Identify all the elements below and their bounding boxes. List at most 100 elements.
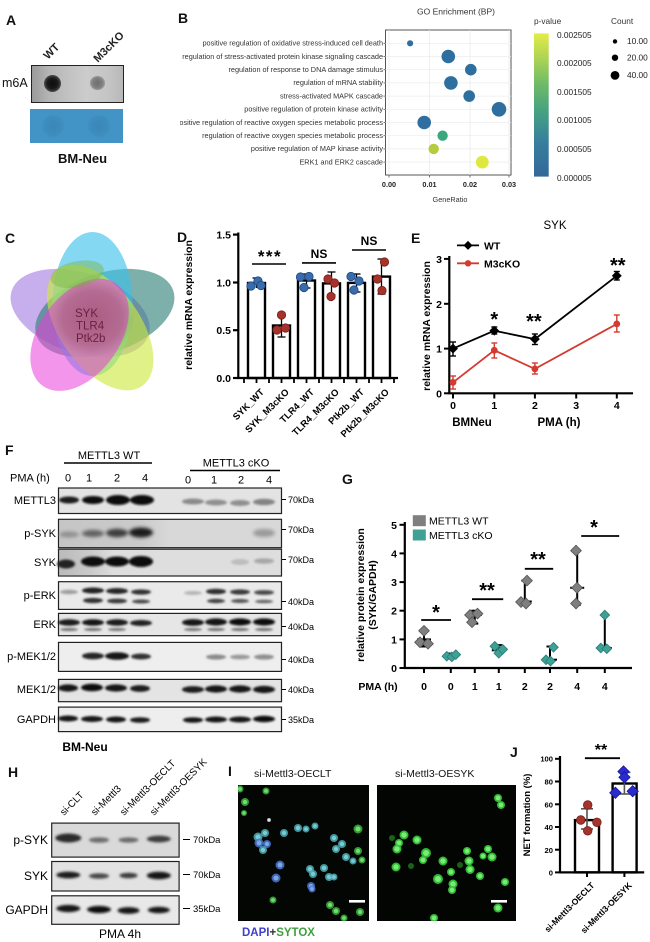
svg-text:GAPDH: GAPDH xyxy=(17,714,56,726)
svg-text:**: ** xyxy=(530,549,546,571)
svg-text:2: 2 xyxy=(522,681,528,693)
svg-text:0: 0 xyxy=(448,681,454,693)
svg-text:positive regulation of stress-: positive regulation of stress-activated … xyxy=(180,52,383,61)
svg-text:NS: NS xyxy=(361,234,378,248)
svg-text:70kDa: 70kDa xyxy=(288,555,314,565)
svg-text:1: 1 xyxy=(496,681,502,693)
svg-text:0: 0 xyxy=(450,400,456,412)
svg-text:80: 80 xyxy=(545,778,553,787)
svg-text:p-value: p-value xyxy=(534,16,562,26)
svg-text:0.001505: 0.001505 xyxy=(557,87,592,97)
svg-text:1: 1 xyxy=(472,681,478,693)
svg-text:0.000505: 0.000505 xyxy=(557,144,592,154)
svg-text:PMA (h): PMA (h) xyxy=(10,473,50,485)
svg-text:si-Mettl3: si-Mettl3 xyxy=(89,783,124,818)
svg-text:100: 100 xyxy=(540,755,553,764)
svg-text:0.00: 0.00 xyxy=(382,180,396,189)
svg-text:BMNeu: BMNeu xyxy=(452,417,492,429)
svg-text:60: 60 xyxy=(545,801,553,810)
svg-text:regulation of reactive oxygen: regulation of reactive oxygen species me… xyxy=(202,131,383,140)
svg-text:35kDa: 35kDa xyxy=(288,715,314,725)
svg-text:3: 3 xyxy=(391,577,397,589)
svg-text:p-SYK: p-SYK xyxy=(13,833,48,847)
svg-text:TLR4: TLR4 xyxy=(76,321,105,333)
svg-text:regulation of response to DNA: regulation of response to DNA damage sti… xyxy=(228,65,383,74)
svg-text:1: 1 xyxy=(86,473,92,485)
svg-text:SYK: SYK xyxy=(75,308,98,320)
svg-text:2: 2 xyxy=(238,475,244,487)
svg-text:PMA (h): PMA (h) xyxy=(537,417,580,429)
svg-text:40kDa: 40kDa xyxy=(288,597,314,607)
svg-text:regulation of mRNA stability: regulation of mRNA stability xyxy=(293,78,383,87)
svg-text:3: 3 xyxy=(573,400,579,412)
svg-text:**: ** xyxy=(595,742,608,759)
svg-text:0: 0 xyxy=(185,475,191,487)
svg-text:0.5: 0.5 xyxy=(216,325,231,337)
svg-text:0.02: 0.02 xyxy=(463,180,477,189)
svg-text:p-SYK: p-SYK xyxy=(24,528,56,540)
svg-text:positive regulation of protein: positive regulation of protein kinase ac… xyxy=(244,105,383,114)
svg-text:40kDa: 40kDa xyxy=(288,622,314,632)
svg-text:relative mRNA expression: relative mRNA expression xyxy=(183,240,195,370)
svg-text:2: 2 xyxy=(391,606,397,618)
svg-text:35kDa: 35kDa xyxy=(193,904,221,915)
svg-text:20: 20 xyxy=(545,846,553,855)
svg-text:Count: Count xyxy=(611,16,634,26)
svg-text:MEK1/2: MEK1/2 xyxy=(17,684,56,696)
svg-text:GeneRatio: GeneRatio xyxy=(433,195,468,204)
svg-text:70kDa: 70kDa xyxy=(193,870,221,881)
svg-text:0.002005: 0.002005 xyxy=(557,58,592,68)
svg-text:4: 4 xyxy=(602,681,608,693)
svg-text:PMA (h): PMA (h) xyxy=(358,681,397,693)
svg-text:2: 2 xyxy=(436,299,442,311)
svg-text:SYK: SYK xyxy=(34,557,57,569)
svg-text:20.00: 20.00 xyxy=(627,53,648,63)
svg-text:*: * xyxy=(432,602,440,624)
svg-text:M3cKO: M3cKO xyxy=(484,258,520,270)
svg-text:positive regulation of oxidati: positive regulation of oxidative stress-… xyxy=(203,39,384,48)
svg-text:***: *** xyxy=(258,247,282,266)
svg-text:1: 1 xyxy=(491,400,497,412)
svg-text:PMA 4h: PMA 4h xyxy=(99,927,141,941)
svg-text:1: 1 xyxy=(211,475,217,487)
svg-text:METTL3 cKO: METTL3 cKO xyxy=(203,458,270,470)
svg-text:0: 0 xyxy=(421,681,427,693)
svg-text:0.000005: 0.000005 xyxy=(557,173,592,183)
svg-text:NET formation (%): NET formation (%) xyxy=(522,774,533,857)
svg-text:relative mRNA expression: relative mRNA expression xyxy=(421,261,433,391)
svg-text:4: 4 xyxy=(614,400,620,412)
svg-text:ERK: ERK xyxy=(33,619,56,631)
svg-text:GO Enrichment (BP): GO Enrichment (BP) xyxy=(417,7,495,17)
svg-text:4: 4 xyxy=(266,475,272,487)
svg-text:positive regulation of MAP kin: positive regulation of MAP kinase activi… xyxy=(251,144,383,153)
svg-text:SYK: SYK xyxy=(24,869,48,883)
svg-text:70kDa: 70kDa xyxy=(288,495,314,505)
svg-text:10.00: 10.00 xyxy=(627,36,648,46)
svg-text:1: 1 xyxy=(391,634,397,646)
svg-text:*: * xyxy=(590,517,598,539)
svg-text:2: 2 xyxy=(114,473,120,485)
svg-text:4: 4 xyxy=(391,548,397,560)
svg-text:relative protein expression: relative protein expression xyxy=(355,528,367,662)
svg-text:0.03: 0.03 xyxy=(502,180,516,189)
svg-text:*: * xyxy=(490,309,498,331)
svg-text:stress-activated MAPK cascade: stress-activated MAPK cascade xyxy=(280,91,383,100)
svg-text:NS: NS xyxy=(311,247,328,261)
svg-text:si-CLT: si-CLT xyxy=(58,790,86,818)
svg-text:0.001005: 0.001005 xyxy=(557,115,592,125)
svg-text:GAPDH: GAPDH xyxy=(5,903,48,917)
svg-text:Ptk2b: Ptk2b xyxy=(76,333,105,345)
svg-text:0: 0 xyxy=(436,388,442,400)
svg-text:3: 3 xyxy=(436,254,442,266)
svg-text:70kDa: 70kDa xyxy=(288,525,314,535)
svg-text:0.0: 0.0 xyxy=(216,373,231,385)
svg-text:40kDa: 40kDa xyxy=(288,685,314,695)
svg-text:BM-Neu: BM-Neu xyxy=(62,740,107,754)
svg-text:0.01: 0.01 xyxy=(422,180,436,189)
svg-text:(SYK/GAPDH): (SYK/GAPDH) xyxy=(367,560,379,629)
svg-text:ERK1 and ERK2 cascade: ERK1 and ERK2 cascade xyxy=(299,157,383,166)
svg-text:0.002505: 0.002505 xyxy=(557,30,592,40)
svg-text:**: ** xyxy=(526,311,542,333)
svg-text:1.0: 1.0 xyxy=(216,278,231,290)
svg-text:METTL3 WT: METTL3 WT xyxy=(78,450,141,462)
